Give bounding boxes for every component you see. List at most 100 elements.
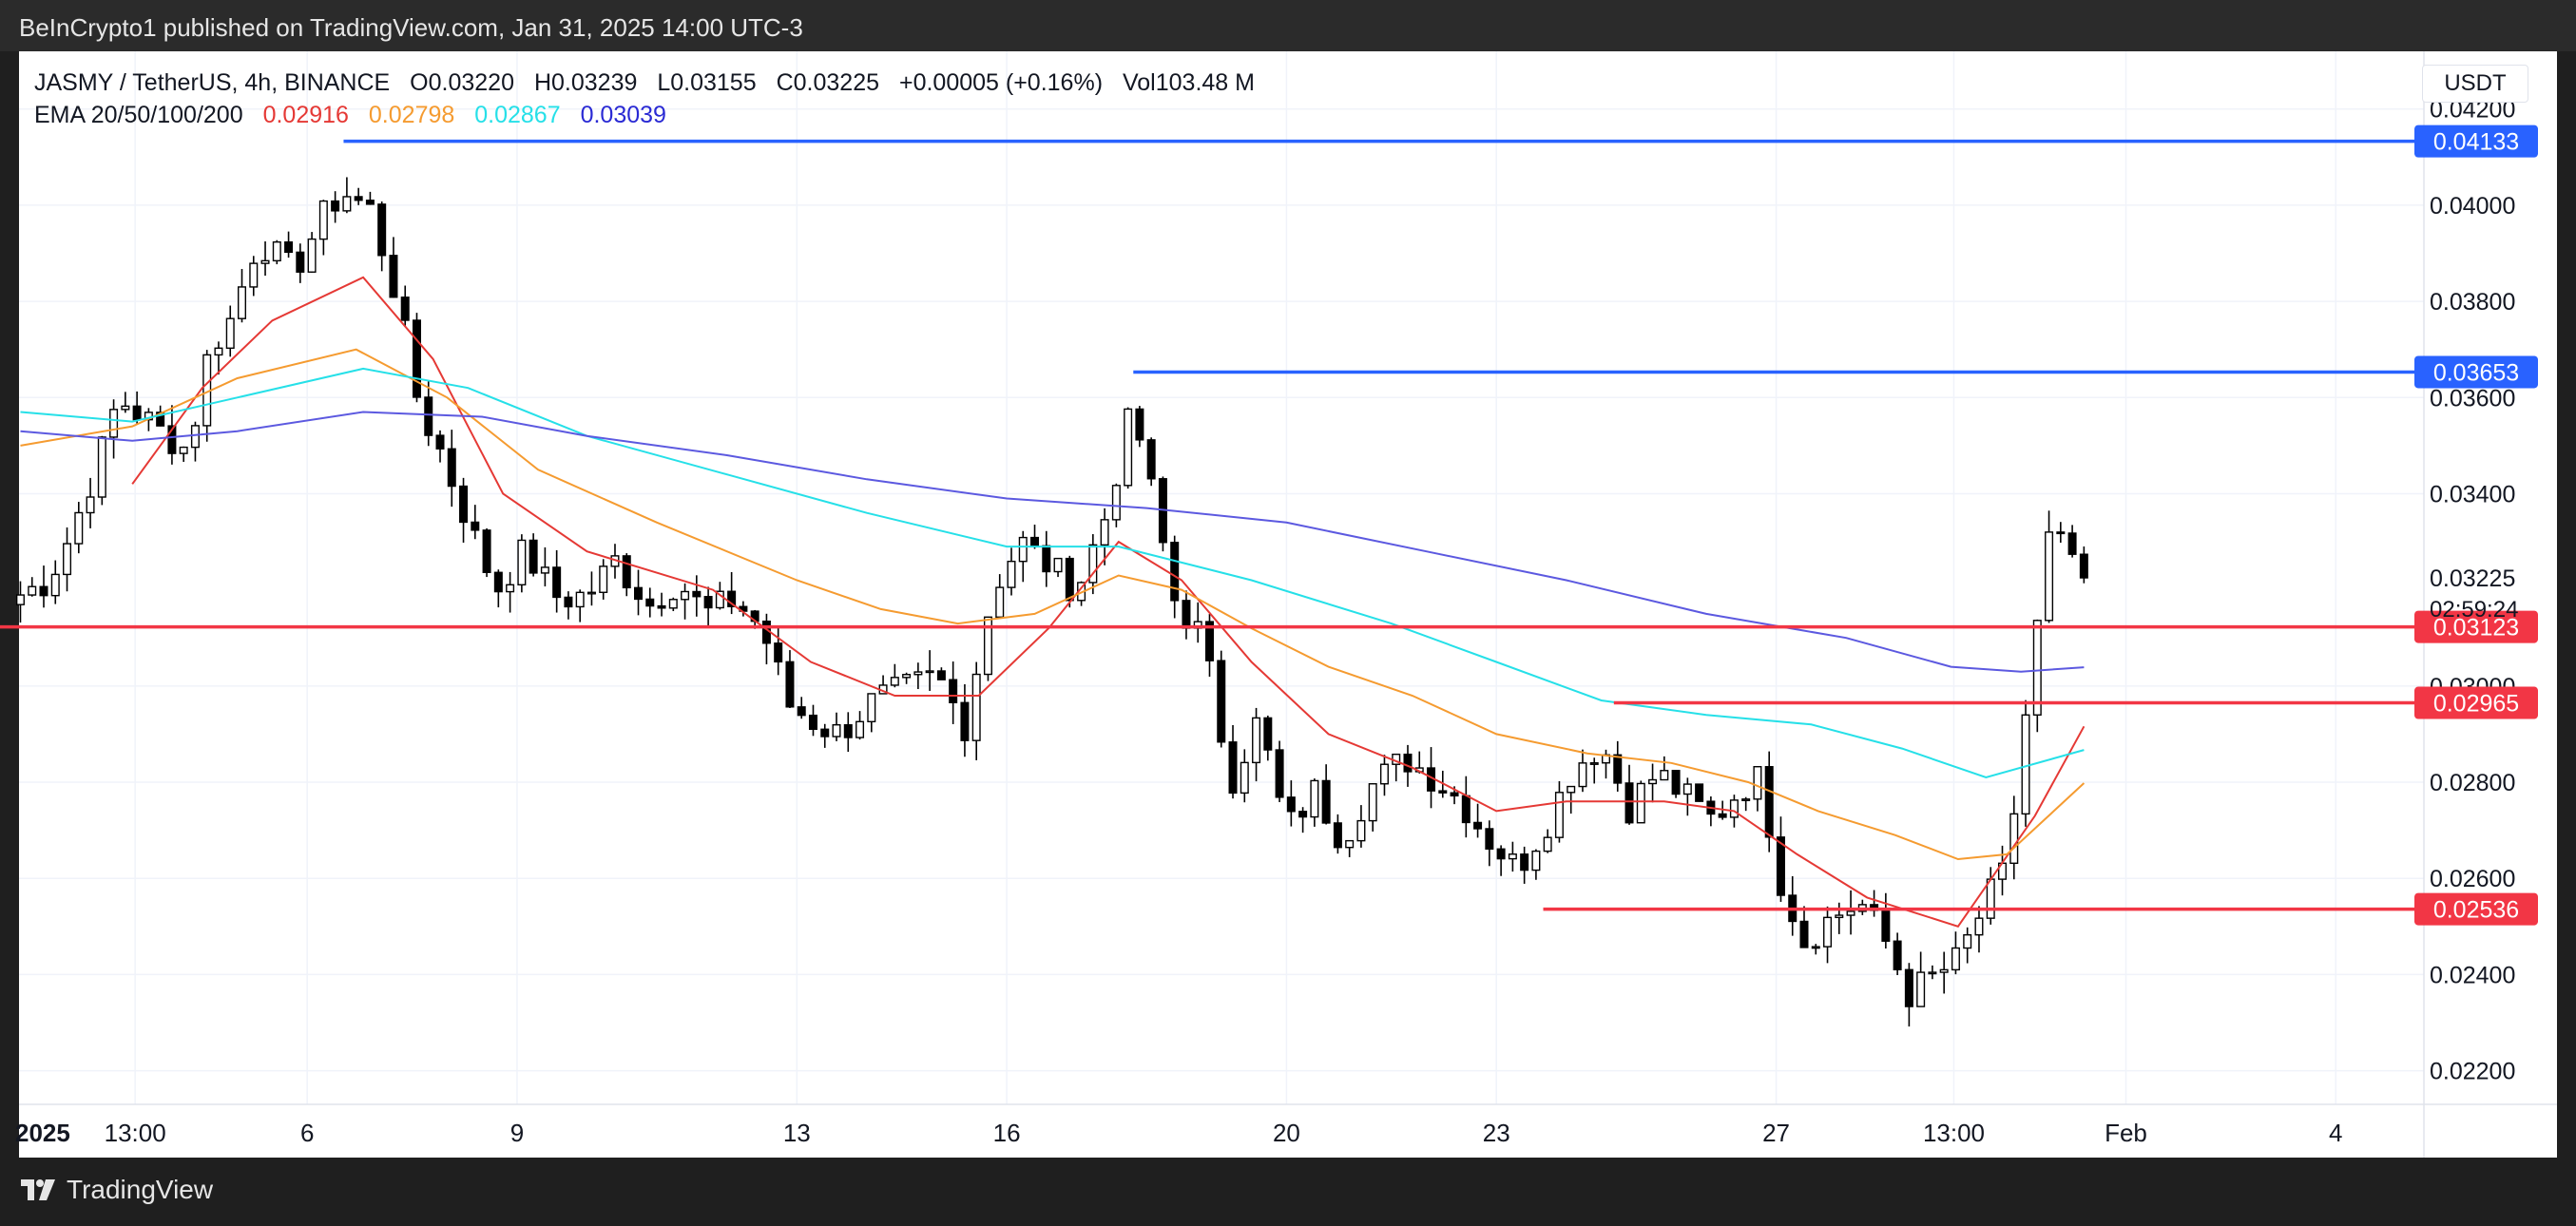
tradingview-icon [21,1179,55,1200]
candle-body [471,521,480,531]
candle-body [1310,779,1319,818]
level-price-tag [2414,892,2538,926]
candle-body [727,590,737,607]
candle-body [634,586,644,601]
level-price-tag [2414,610,2538,643]
candle-body [284,240,294,254]
candle-body [1624,782,1634,824]
chart-panel[interactable] [19,51,2557,1158]
candle-body [1368,783,1377,822]
y-tick-label: 0.02800 [2430,770,2515,796]
level-price-tag [2414,686,2538,719]
y-tick-label: 0.02200 [2430,1059,2515,1085]
x-tick-label: 16 [993,1119,1021,1147]
candle-body [1764,766,1774,838]
currency-selector[interactable]: USDT [2422,65,2528,103]
candle-body [1904,968,1913,1007]
candle-body [808,714,817,730]
candle-body [296,251,305,273]
candle-body [1823,916,1833,948]
candle-body [1928,971,1937,975]
level-price-label: 0.02965 [2433,691,2519,718]
candle-body [1042,545,1051,573]
candle-body [1217,660,1226,743]
candle-body [2079,553,2088,579]
level-price-label: 0.03653 [2433,359,2519,386]
candle-body [925,670,934,674]
candle-body [1286,796,1296,813]
candle-body [1018,536,1028,563]
ema-label[interactable]: EMA 20/50/100/200 [34,102,243,128]
x-tick-label: 4 [2329,1119,2342,1147]
candle-body [63,543,72,576]
candle-body [1007,560,1016,588]
candle-body [377,203,387,257]
x-tick-label: 13:00 [105,1119,166,1147]
candle-body [74,511,84,545]
candle-body [1100,519,1109,546]
candle-body [797,706,806,717]
candle-body [902,674,912,679]
candle-body [1776,836,1785,896]
ema-20-value: 0.02916 [262,102,349,128]
publisher-line: BeInCrypto1 published on TradingView.com… [19,13,803,42]
candle-body [97,436,106,498]
candle-body [39,585,48,597]
ema-200-line [20,411,2085,673]
candle-body [2045,531,2054,622]
candle-body [843,723,853,738]
candle-body [412,319,421,398]
x-tick-label: 27 [1762,1119,1790,1147]
candle-body [867,693,876,723]
candle-body [1986,878,1995,919]
candle-body [645,598,655,607]
open-value: O0.03220 [410,69,514,96]
candle-body [121,405,130,411]
tradingview-logo[interactable]: TradingView [19,1175,213,1205]
candle-body [1508,853,1517,860]
candle-body [668,599,678,609]
level-price-label: 0.02536 [2433,897,2519,924]
level-price-label: 0.03123 [2433,615,2519,642]
candle-body [1135,408,1144,441]
candle-body [1881,910,1891,942]
x-tick-label: 2025 [15,1119,70,1147]
candle-body [2021,714,2030,815]
y-tick-label: 0.03600 [2430,385,2515,412]
candle-body [238,286,247,319]
candle-body [575,591,585,608]
ema-50-value: 0.02798 [368,102,455,128]
candle-body [342,196,352,212]
candle-body [552,566,562,599]
candle-body [1811,946,1820,949]
volume-value: Vol103.48 M [1122,69,1255,96]
candle-body [936,670,946,680]
y-tick-label: 0.04000 [2430,193,2515,220]
candle-body [1682,783,1692,795]
candle-body [1461,795,1471,824]
candle-body [1916,971,1926,1007]
x-tick-label: 13 [783,1119,811,1147]
candle-body [1240,761,1249,795]
candle-body [156,412,165,427]
candle-body [1298,811,1308,818]
candle-body [774,642,783,663]
candle-body [15,594,25,605]
candle-body [2032,620,2042,716]
candle-body [2009,813,2019,864]
candle-body [1356,819,1366,842]
ema-20-line [131,276,2086,928]
candle-body [983,616,992,676]
candle-body [1729,799,1739,818]
candle-body [424,396,433,436]
candle-body [132,405,142,421]
candle-body [960,701,970,741]
candle-body [586,591,596,595]
symbol-label[interactable]: JASMY / TetherUS, 4h, BINANCE [34,69,391,96]
candlestick-chart[interactable]: 0.042000.040000.038000.036000.034000.030… [0,0,2576,1158]
candle-body [599,565,608,593]
publish-bar: BeInCrypto1 published on TradingView.com… [0,0,2576,51]
candle-body [1228,741,1238,795]
candle-body [1531,850,1541,872]
candle-body [2056,531,2066,535]
